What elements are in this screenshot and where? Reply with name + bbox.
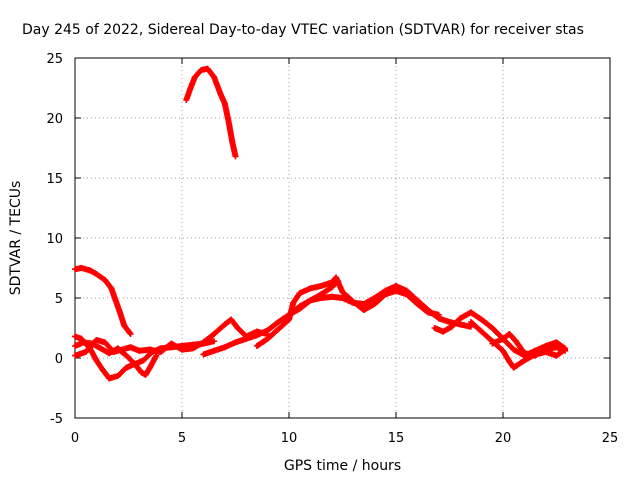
series-arc-mid-c bbox=[286, 283, 474, 330]
y-tick-label: 20 bbox=[46, 112, 63, 127]
axis-ticks: 0 5 10 15 20 25 -5 0 5 10 15 20 25 bbox=[46, 52, 618, 446]
series-arc-late-a bbox=[431, 309, 569, 359]
grid-lines bbox=[75, 58, 610, 418]
y-tick-label: 25 bbox=[46, 52, 63, 67]
data-point bbox=[562, 347, 569, 354]
y-tick-label: 0 bbox=[55, 352, 63, 367]
y-tick-label: 10 bbox=[46, 232, 63, 247]
data-point bbox=[126, 329, 133, 336]
y-tick-label: -5 bbox=[50, 412, 63, 427]
x-tick-label: 0 bbox=[71, 431, 79, 446]
data-point bbox=[211, 338, 218, 345]
series-arc-mid-b bbox=[253, 274, 442, 349]
series-arc-early bbox=[72, 265, 134, 337]
series-arc-late-c bbox=[489, 331, 569, 359]
data-points bbox=[72, 65, 569, 382]
data-point bbox=[127, 331, 134, 337]
y-tick-label: 15 bbox=[46, 172, 63, 187]
x-tick-label: 5 bbox=[178, 431, 186, 446]
chart-title: Day 245 of 2022, Sidereal Day-to-day VTE… bbox=[22, 22, 584, 38]
x-tick-label: 15 bbox=[388, 431, 405, 446]
x-axis-label: GPS time / hours bbox=[284, 458, 401, 474]
series-arc-high bbox=[183, 65, 239, 160]
series-arc-mid-a bbox=[200, 278, 342, 358]
x-tick-label: 25 bbox=[602, 431, 619, 446]
data-point bbox=[232, 153, 239, 160]
y-tick-label: 5 bbox=[55, 292, 63, 307]
x-tick-label: 10 bbox=[281, 431, 298, 446]
y-axis-label: SDTVAR / TECUs bbox=[8, 181, 24, 296]
x-tick-label: 20 bbox=[495, 431, 512, 446]
